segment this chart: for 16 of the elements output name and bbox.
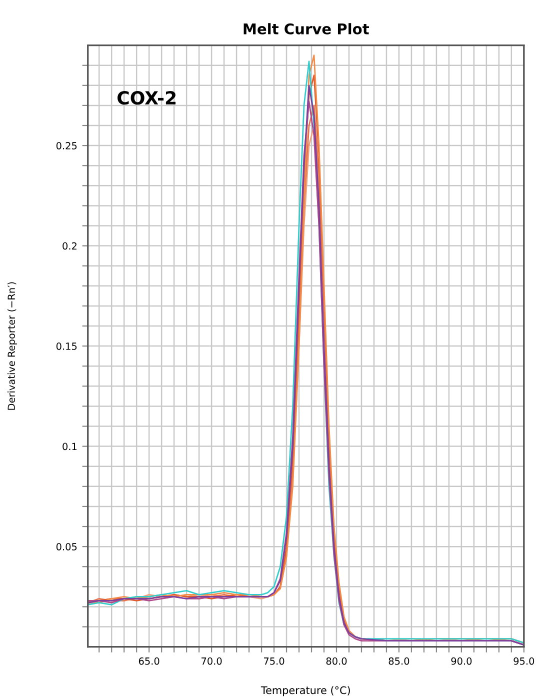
y-tick-label: 0.25 [56,142,77,150]
x-tick-label: 65.0 [138,657,160,665]
x-axis-title: Temperature (°C) [260,686,350,696]
y-tick-label: 0.1 [62,442,77,450]
annotation: COX-2 [118,91,176,105]
chart-title: Melt Curve Plot [244,23,369,34]
y-tick-label: 0.2 [62,242,76,250]
x-tick-label: 80.0 [326,657,347,665]
y-tick-label: 0.15 [56,342,77,350]
y-tick-label: 0.05 [56,543,77,550]
x-tick-label: 85.0 [388,657,410,665]
x-tick-label: 70.0 [202,657,222,665]
x-tick-label: 75.0 [264,657,284,665]
x-tick-label: 90.0 [451,657,472,665]
x-tick-label: 95.0 [514,657,534,665]
y-axis-title: Derivative Reporter (−Rn′) [7,282,17,410]
